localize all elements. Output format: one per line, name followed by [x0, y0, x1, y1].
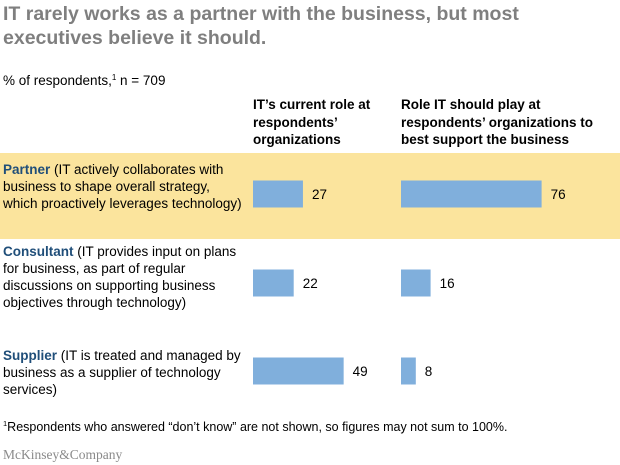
value-label-consultant-current: 22 — [303, 276, 318, 291]
footnote-mark: 1 — [3, 419, 8, 428]
subtitle-sample-size: n = 709 — [116, 73, 166, 88]
category-supplier-description: (IT is treated and managed by business a… — [3, 348, 241, 397]
footnote: 1Respondents who answered “don’t know” a… — [3, 416, 507, 435]
bar-consultant-should — [401, 269, 431, 297]
category-consultant-description: (IT provides input on plans for business… — [3, 244, 237, 310]
category-partner-description: (IT actively collaborates with business … — [3, 162, 242, 211]
category-partner: Partner — [3, 162, 51, 177]
value-label-consultant-should: 16 — [440, 276, 455, 291]
bar-supplier-current — [253, 357, 344, 385]
value-label-partner-should: 76 — [551, 187, 566, 202]
value-label-supplier-should: 8 — [425, 364, 433, 379]
series-header-current: IT’s current role at respondents’ organi… — [253, 97, 371, 147]
subtitle-footnote-mark: 1 — [111, 73, 117, 82]
row-label-consultant: Consultant (IT provides input on plans f… — [3, 243, 243, 311]
chart-subtitle: % of respondents,1 n = 709 — [3, 70, 165, 89]
category-consultant: Consultant — [3, 244, 74, 259]
chart-title: IT rarely works as a partner with the bu… — [3, 3, 519, 49]
row-label-partner: Partner (IT actively collaborates with b… — [3, 161, 243, 212]
subtitle-text: % of respondents, — [3, 73, 112, 88]
bar-partner-current — [253, 180, 303, 208]
footnote-text: Respondents who answered “don’t know” ar… — [7, 420, 508, 434]
mckinsey-logo: McKinsey&Company — [3, 447, 123, 462]
value-label-supplier-current: 49 — [353, 364, 368, 379]
category-supplier: Supplier — [3, 348, 58, 363]
bar-supplier-should — [401, 357, 416, 385]
row-label-supplier: Supplier (IT is treated and managed by b… — [3, 347, 243, 398]
value-label-partner-current: 27 — [312, 187, 327, 202]
bar-partner-should — [401, 180, 542, 208]
bar-consultant-current — [253, 269, 294, 297]
series-header-should: Role IT should play at respondents’ orga… — [401, 97, 594, 147]
